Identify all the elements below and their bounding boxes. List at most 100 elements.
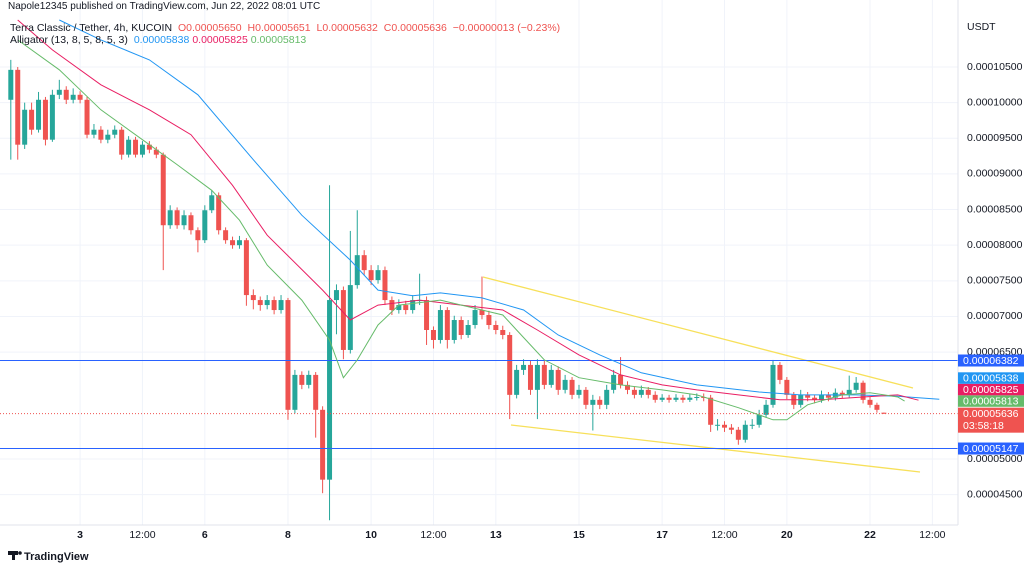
- candle-body: [160, 154, 166, 226]
- candle-body: [36, 99, 42, 130]
- candle-body: [728, 427, 734, 430]
- candle-body: [84, 99, 90, 135]
- candle-body: [500, 329, 506, 335]
- candle-body: [153, 149, 159, 155]
- candle-body: [735, 429, 741, 440]
- candle-body: [839, 392, 845, 395]
- candle-body: [264, 300, 270, 306]
- x-tick-label: 12:00: [129, 529, 155, 541]
- y-tick-label: 0.00007500: [967, 275, 1023, 287]
- candle-body: [410, 300, 416, 311]
- candle-body: [257, 300, 263, 306]
- candle-body: [437, 310, 443, 340]
- candle-body: [715, 424, 721, 426]
- candle-body: [389, 300, 395, 311]
- candle-body: [583, 389, 589, 405]
- candle-body: [846, 389, 852, 395]
- candle-body: [749, 424, 755, 426]
- current-price-label: 0.00005636: [963, 408, 1019, 420]
- candle-body: [652, 394, 658, 400]
- candle-body: [285, 300, 291, 410]
- currency-label: USDT: [967, 21, 996, 33]
- candle-body: [818, 394, 824, 400]
- ohlc-open: O0.00005650: [177, 22, 242, 34]
- candle-body: [396, 305, 402, 311]
- candle-body: [687, 397, 693, 400]
- candle-body: [444, 310, 450, 340]
- candle-body: [472, 310, 478, 326]
- candle-body: [382, 270, 388, 301]
- candle-body: [327, 300, 333, 480]
- alligator-line: [17, 39, 905, 421]
- candle-body: [486, 315, 492, 326]
- x-tick-label: 12:00: [711, 529, 737, 541]
- candle-body: [479, 310, 485, 316]
- candle-body: [458, 320, 464, 335]
- indicator-label: 0.00005825: [963, 384, 1019, 396]
- price-label-bg: [958, 354, 1024, 367]
- candle-body: [354, 255, 360, 286]
- candle-body: [638, 389, 644, 395]
- y-tick-label: 0.00005000: [967, 453, 1023, 465]
- candle-body: [555, 369, 561, 390]
- candle-body: [63, 89, 69, 100]
- candle-body: [230, 240, 236, 246]
- indicator-label-bg: [958, 372, 1024, 384]
- indicator-value: 0.00005825: [192, 34, 248, 46]
- x-tick-label: 8: [285, 529, 291, 541]
- candle-body: [631, 389, 637, 395]
- candle-body: [333, 290, 339, 301]
- x-tick-label: 15: [573, 529, 585, 541]
- candle-body: [70, 94, 76, 100]
- candle-body: [881, 412, 887, 414]
- candle-body: [562, 379, 568, 390]
- candle-body: [812, 397, 818, 400]
- candle-body: [56, 89, 62, 95]
- legend-indicator: Alligator (13, 8, 5, 8, 5, 3) 0.00005838…: [10, 34, 309, 46]
- countdown-label: 03:58:18: [963, 420, 1004, 432]
- candle-body: [659, 397, 665, 400]
- candle-body: [105, 134, 111, 140]
- candle-body: [139, 144, 145, 155]
- y-tick-label: 0.00009500: [967, 132, 1023, 144]
- indicator-label: 0.00005838: [963, 372, 1019, 384]
- candle-body: [195, 230, 201, 241]
- candle-body: [126, 139, 132, 155]
- candle-body: [98, 129, 104, 140]
- candle-body: [680, 397, 686, 400]
- candle-body: [514, 369, 520, 395]
- candle-body: [521, 364, 527, 370]
- candle-body: [430, 329, 436, 340]
- candle-body: [597, 399, 603, 405]
- y-tick-label: 0.00010000: [967, 96, 1023, 108]
- ohlc-low: L0.00005632: [316, 22, 378, 34]
- candle-body: [465, 325, 471, 335]
- candle-body: [278, 300, 284, 311]
- y-tick-label: 0.00007000: [967, 310, 1023, 322]
- candle-body: [763, 404, 769, 415]
- x-tick-label: 20: [781, 529, 793, 541]
- ohlc-change: −0.00000013 (−0.23%): [452, 22, 561, 34]
- candle-body: [22, 109, 28, 145]
- candle-body: [49, 94, 55, 140]
- candle-body: [424, 300, 430, 330]
- candle-body: [306, 374, 312, 385]
- candle-body: [216, 195, 222, 231]
- candle-body: [133, 139, 139, 155]
- ohlc-high: H0.00005651: [247, 22, 311, 34]
- symbol-title: Terra Classic / Tether, 4h, KUCOIN: [10, 22, 173, 34]
- candle-body: [624, 384, 630, 390]
- candle-body: [756, 414, 762, 425]
- x-tick-label: 6: [202, 529, 208, 541]
- candle-body: [313, 374, 319, 410]
- footer-logo: TradingView: [8, 551, 89, 563]
- candle-body: [708, 397, 714, 425]
- x-tick-label: 12:00: [420, 529, 446, 541]
- candle-body: [174, 210, 180, 226]
- candle-body: [403, 305, 409, 311]
- candle-body: [493, 325, 499, 330]
- candle-body: [320, 409, 326, 480]
- candle-body: [860, 382, 866, 400]
- price-label: 0.00005147: [963, 443, 1019, 455]
